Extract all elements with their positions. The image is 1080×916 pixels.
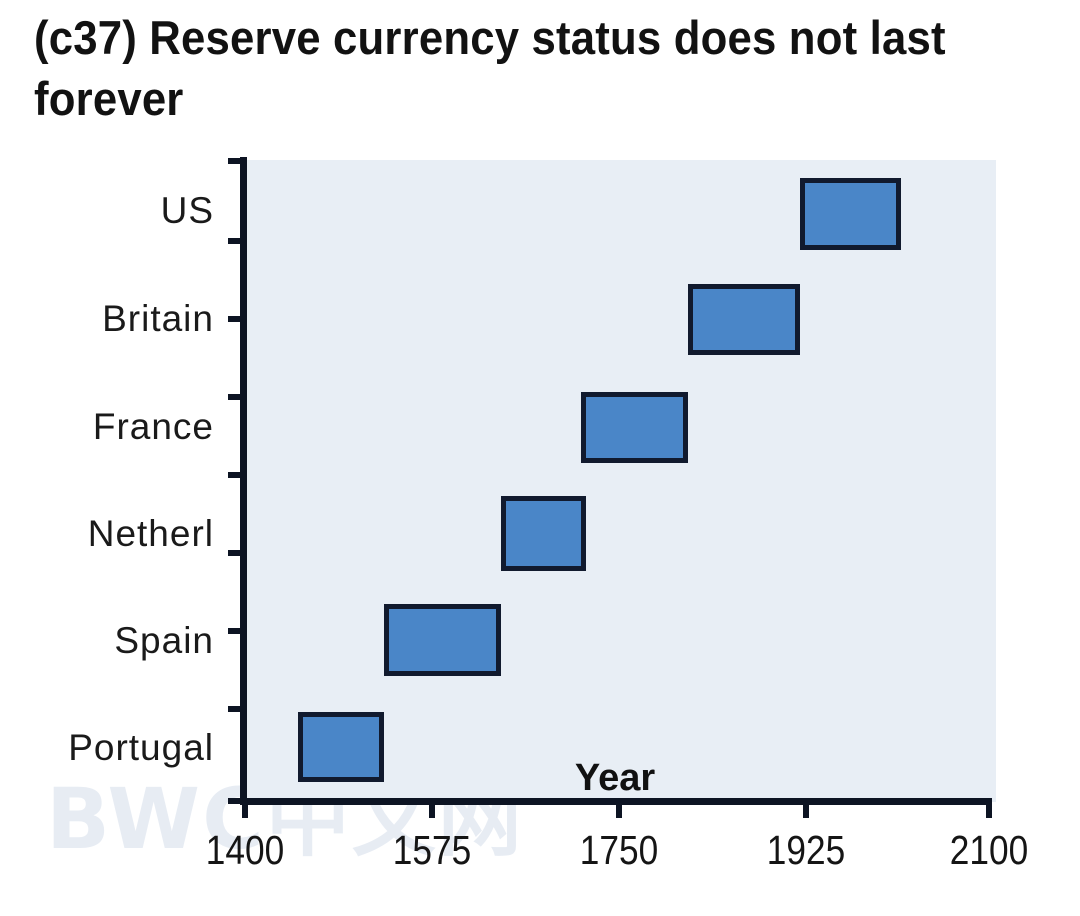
y-axis-tick (228, 706, 242, 712)
y-axis-tick (228, 238, 242, 244)
y-axis-tick (228, 550, 242, 556)
y-axis-label-text: Spain (114, 620, 214, 661)
bar-netherl (501, 496, 587, 571)
y-axis-label-france: France (0, 406, 214, 452)
chart-title: (c37) Reserve currency status does not l… (34, 11, 946, 125)
y-axis-label-text: Britain (102, 298, 214, 339)
y-axis-label-text: Netherl (87, 513, 214, 554)
x-axis-line (240, 798, 992, 805)
x-axis-tick (616, 803, 622, 818)
x-axis-tick-label: 1925 (766, 827, 846, 873)
y-axis-label-portugal: Portugal (0, 727, 214, 773)
bar-spain (383, 604, 502, 676)
y-axis-tick (228, 394, 242, 400)
x-axis-tick-label: 1750 (579, 827, 659, 873)
bar-portugal (298, 712, 384, 782)
x-axis-tick (242, 803, 248, 818)
bar-britain (687, 284, 800, 355)
plot-area (245, 160, 996, 802)
y-axis-tick (228, 628, 242, 634)
x-axis-tick-label: 1575 (392, 827, 472, 873)
x-axis-title: Year (574, 757, 656, 799)
y-axis-label-text: France (92, 406, 214, 447)
y-axis-label-spain: Spain (0, 620, 214, 666)
y-axis-label-us: US (0, 190, 214, 236)
y-axis-label-britain: Britain (0, 298, 214, 344)
y-axis-label-text: US (160, 190, 214, 231)
x-axis-tick (803, 803, 809, 818)
bar-france (581, 392, 688, 463)
x-axis-tick-label: 1400 (205, 827, 285, 873)
bar-us (799, 178, 902, 250)
y-axis-tick (228, 472, 242, 478)
y-axis-label-netherl: Netherl (0, 513, 214, 559)
y-axis-tick (228, 316, 242, 322)
y-axis-line (240, 157, 247, 805)
x-axis-tick (429, 803, 435, 818)
x-axis-tick-label: 2100 (949, 827, 1029, 873)
y-axis-tick (228, 798, 242, 804)
y-axis-label-text: Portugal (68, 727, 214, 768)
y-axis-tick (228, 158, 242, 164)
x-axis-tick (986, 803, 992, 818)
